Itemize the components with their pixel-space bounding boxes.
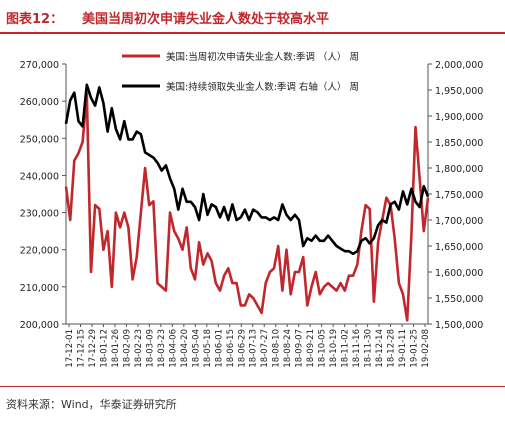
x-tick-label: 19-01-11 [398,329,408,368]
x-tick-label: 18-06-01 [214,329,224,368]
left-tick-label: 220,000 [20,246,59,257]
right-tick-label: 1,750,000 [435,190,483,201]
x-tick-label: 17-12-29 [88,329,98,368]
x-tick-label: 18-08-24 [283,329,293,368]
right-tick-label: 1,800,000 [435,164,483,175]
x-tick-label: 18-06-15 [226,329,236,368]
x-tick-label: 18-03-09 [145,329,155,368]
left-tick-label: 200,000 [20,320,59,331]
left-tick-label: 210,000 [20,283,59,294]
chart-area: 200,000 210,000 220,000 230,000 240,000 250,0… [0,36,505,376]
left-tick-label: 240,000 [20,171,59,182]
x-tick-label: 18-03-23 [157,329,167,368]
right-tick-label: 1,950,000 [435,86,483,97]
right-tick-label: 1,600,000 [435,268,483,279]
left-tick-label: 230,000 [20,209,59,220]
x-tick-label: 18-10-19 [329,329,339,368]
x-tick-label: 18-01-26 [111,329,121,368]
left-tick-label: 270,000 [20,60,59,71]
right-tick-label: 1,650,000 [435,242,483,253]
left-tick-label: 260,000 [20,97,59,108]
x-tick-label: 18-11-02 [341,329,351,368]
figure-title: 美国当周初次申请失业金人数处于较高水平 [82,12,330,27]
right-tick-label: 1,850,000 [435,138,483,149]
x-tick-label: 18-05-04 [191,329,201,368]
x-tick-label: 19-02-08 [421,329,431,368]
x-tick-label: 18-07-13 [249,329,259,368]
x-tick-label: 18-10-05 [318,329,328,368]
x-tick-label: 18-02-09 [122,329,132,368]
legend-label: 美国:当周初次申请失业金人数:季调 （人） 周 [166,51,359,63]
x-tick-label: 18-11-30 [364,329,374,368]
x-tick-label: 18-01-12 [99,329,109,368]
x-tick-label: 18-11-16 [352,329,362,368]
right-tick-label: 1,700,000 [435,216,483,227]
x-tick-label: 18-08-10 [272,329,282,368]
x-tick-label: 18-06-29 [237,329,247,368]
left-tick-label: 250,000 [20,134,59,145]
legend-label: 美国:持续领取失业金人数:季调 右轴（人） 周 [166,81,359,93]
right-tick-label: 1,500,000 [435,320,483,331]
x-tick-label: 18-12-14 [375,329,385,368]
source-divider [0,386,505,387]
x-tick-label: 18-04-06 [168,329,178,368]
right-tick-label: 1,550,000 [435,294,483,305]
dual-axis-line-chart: 200,000 210,000 220,000 230,000 240,000 250,0… [20,51,484,368]
x-tick-label: 17-12-01 [65,329,75,368]
source-note: 资料来源：Wind，华泰证券研究所 [6,398,177,411]
x-tick-label: 18-07-27 [260,329,270,368]
x-tick-label: 18-09-07 [295,329,305,368]
figure-label: 图表12： [6,12,64,27]
x-tick-label: 18-04-20 [180,329,190,368]
figure-header: 图表12： 美国当周初次申请失业金人数处于较高水平 [0,0,505,34]
x-tick-label: 19-01-25 [410,329,420,368]
right-tick-label: 1,900,000 [435,112,483,123]
x-tick-label: 18-12-28 [387,329,397,368]
right-tick-label: 2,000,000 [435,60,483,71]
x-tick-label: 17-12-15 [76,329,86,368]
x-tick-label: 18-09-21 [306,329,316,368]
x-tick-label: 18-05-18 [203,329,213,368]
series-line-initial-claims [64,92,430,322]
series-line-continuing-claims [64,83,430,256]
x-tick-label: 18-02-23 [134,329,144,368]
